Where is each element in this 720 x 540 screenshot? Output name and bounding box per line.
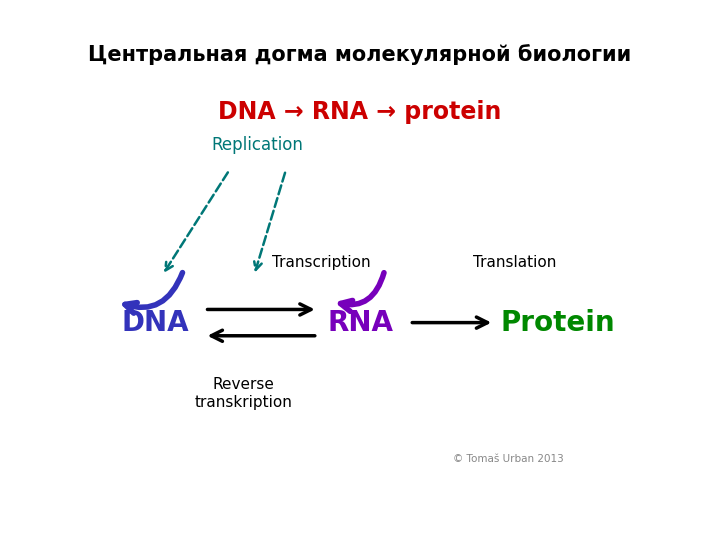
Text: Transcription: Transcription [271,254,370,269]
Text: Replication: Replication [212,136,304,154]
Text: Protein: Protein [500,309,615,336]
Text: DNA: DNA [122,309,189,336]
Text: Translation: Translation [473,254,557,269]
Text: Reverse
transkription: Reverse transkription [194,377,292,410]
Text: © Tomaš Urban 2013: © Tomaš Urban 2013 [453,454,564,464]
Text: DNA → RNA → protein: DNA → RNA → protein [218,100,502,124]
Text: Центральная догма молекулярной биологии: Центральная догма молекулярной биологии [89,44,631,65]
Text: RNA: RNA [327,309,393,336]
